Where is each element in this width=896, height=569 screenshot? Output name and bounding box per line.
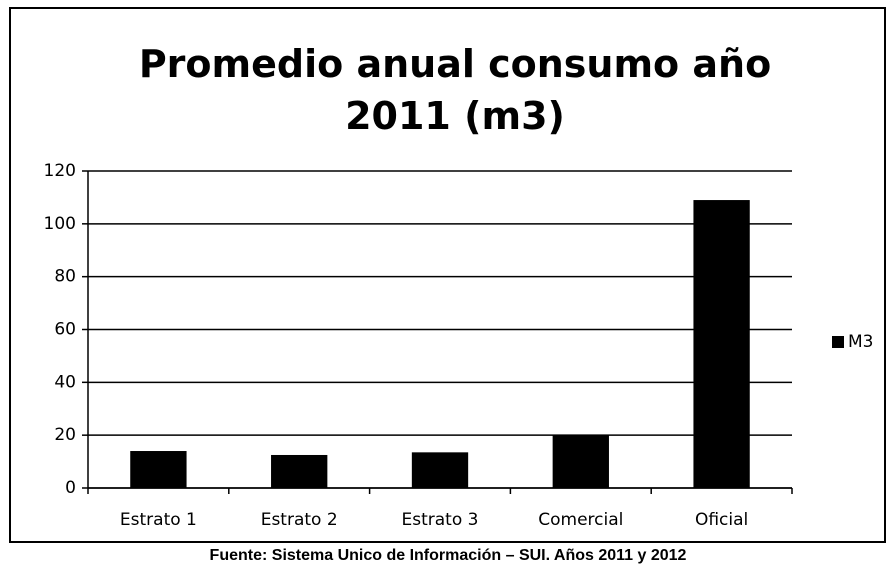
- y-tick-label: 80: [54, 267, 76, 287]
- x-tick-label: Estrato 3: [402, 510, 479, 530]
- y-tick-label: 60: [54, 320, 76, 340]
- bar: [552, 435, 609, 488]
- bar: [271, 454, 328, 488]
- bar: [411, 452, 469, 488]
- legend-swatch: [832, 336, 844, 348]
- y-tick-label: 20: [54, 425, 76, 445]
- y-tick-label: 0: [65, 478, 76, 498]
- x-tick-label: Oficial: [695, 510, 748, 530]
- y-tick-label: 120: [44, 161, 76, 181]
- y-tick-label: 100: [44, 214, 76, 234]
- x-tick-label: Comercial: [538, 510, 623, 530]
- chart-title: Promedio anual consumo año 2011 (m3): [138, 42, 772, 138]
- chart-border: [9, 7, 886, 543]
- x-tick-label: Estrato 1: [120, 510, 197, 530]
- source-note: Fuente: Sistema Unico de Información – S…: [209, 547, 687, 564]
- y-tick-label: 40: [54, 372, 76, 392]
- legend-label: M3: [848, 332, 873, 352]
- x-tick-label: Estrato 2: [261, 510, 338, 530]
- bar: [130, 451, 187, 488]
- bar: [693, 200, 750, 488]
